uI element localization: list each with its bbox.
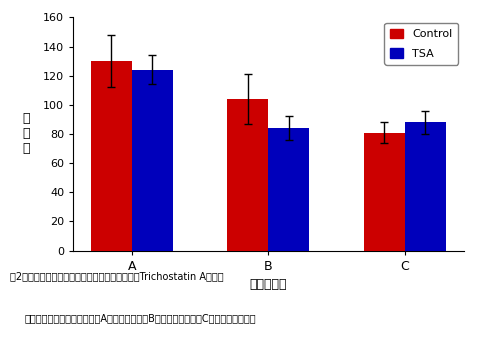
Bar: [268, 128, 309, 251]
Bar: [405, 122, 446, 251]
Legend: Control, TSA: Control, TSA: [385, 23, 458, 64]
Bar: [364, 133, 405, 251]
Text: 図2　体細胞クローン胚の胚盤胞細胞数に及ぼすTrichostatin Aの効果: 図2 体細胞クローン胚の胚盤胞細胞数に及ぼすTrichostatin Aの効果: [10, 271, 224, 282]
Text: ドナー細胞は、成牛雌皮膚（A）、胎子雌肺（B）、成牛雄皮膚（C）由来線維芽細胞: ドナー細胞は、成牛雌皮膚（A）、胎子雌肺（B）、成牛雄皮膚（C）由来線維芽細胞: [24, 313, 256, 323]
Bar: [132, 70, 173, 251]
X-axis label: ドナー細胞: ドナー細胞: [250, 278, 287, 291]
Y-axis label: 細
胞
数: 細 胞 数: [22, 112, 30, 156]
Bar: [227, 99, 268, 251]
Bar: [91, 61, 132, 251]
